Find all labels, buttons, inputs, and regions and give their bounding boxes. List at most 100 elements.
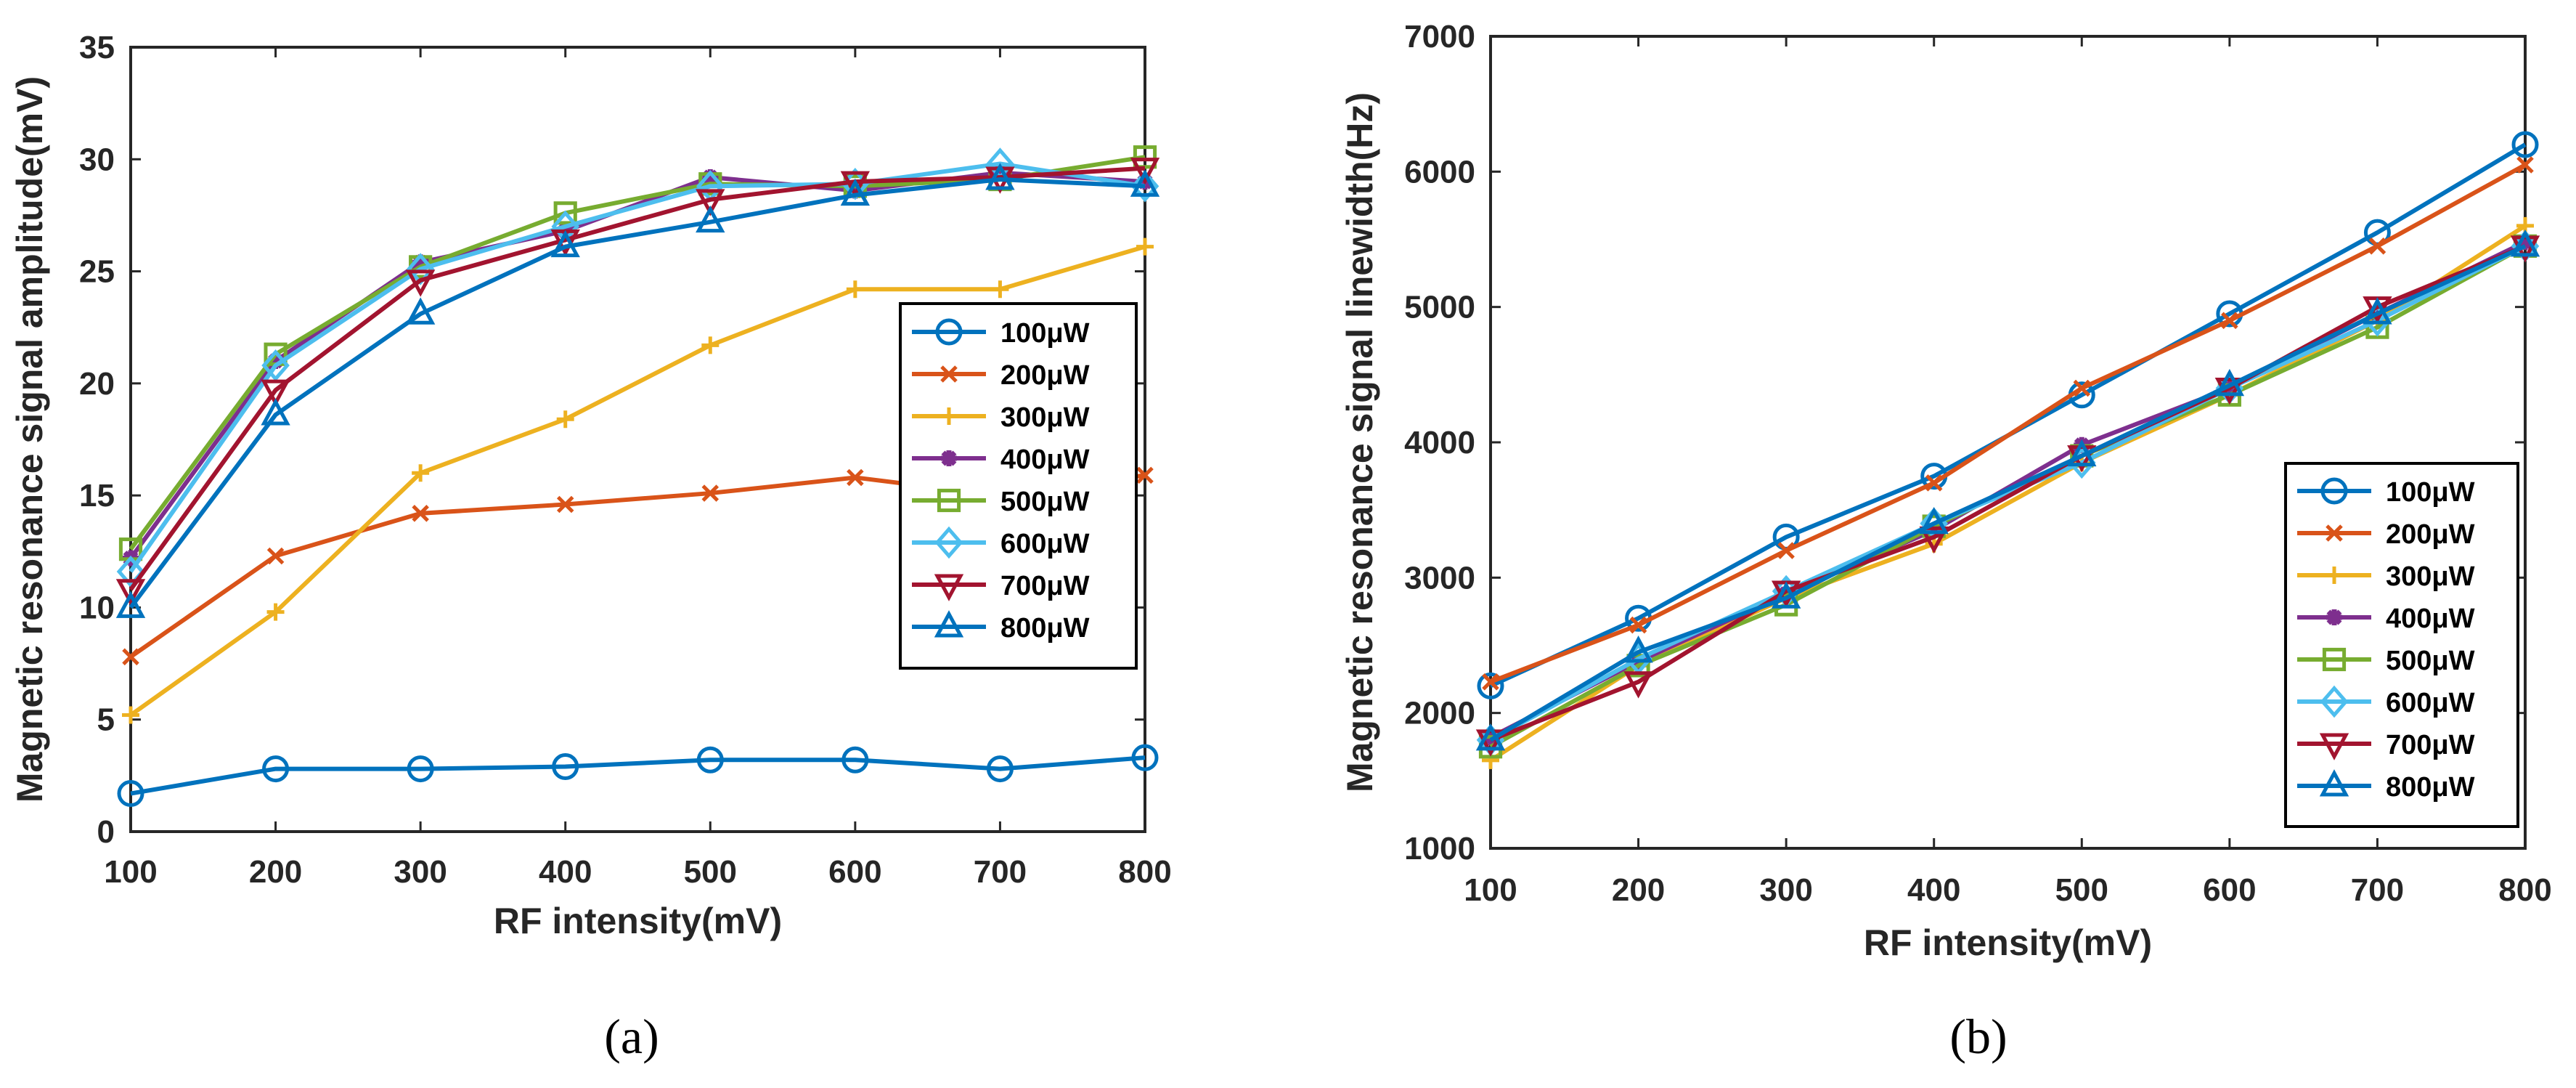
data-point-marker bbox=[115, 579, 146, 606]
legend-marker bbox=[2320, 477, 2348, 505]
data-point-marker bbox=[2510, 229, 2540, 257]
y-axis-label: Magnetic resonance signal linewidth(Hz) bbox=[1340, 92, 1380, 792]
data-point-marker bbox=[1623, 671, 1653, 699]
data-point-marker bbox=[841, 746, 869, 774]
x-tick-label: 100 bbox=[1464, 872, 1517, 908]
data-point-marker bbox=[556, 495, 574, 513]
legend-item: 600μW bbox=[2297, 685, 2475, 718]
data-point-marker bbox=[1477, 672, 1504, 699]
data-point-marker bbox=[847, 468, 864, 487]
y-tick-label: 4000 bbox=[1404, 425, 1475, 460]
data-point-marker bbox=[2067, 439, 2097, 467]
series-line bbox=[130, 755, 1146, 796]
x-tick-label: 100 bbox=[104, 854, 157, 890]
series-200μW bbox=[1482, 156, 2534, 691]
legend-label: 200μW bbox=[1000, 360, 1090, 391]
legend-label: 600μW bbox=[1000, 529, 1090, 559]
legend-marker bbox=[934, 526, 963, 559]
data-point-marker bbox=[261, 349, 290, 382]
x-tick-label: 200 bbox=[1612, 872, 1665, 908]
data-point-marker bbox=[991, 280, 1009, 299]
legend-marker bbox=[2322, 647, 2347, 672]
y-tick-label: 7000 bbox=[1404, 19, 1475, 54]
data-point-marker bbox=[2517, 234, 2533, 251]
legend-box bbox=[2284, 462, 2519, 828]
legend: 100μW 200μW 300μW 400μW 500μW 600μW 700μW 800μW bbox=[899, 302, 1138, 670]
data-point-marker bbox=[1131, 744, 1159, 771]
data-point-marker bbox=[407, 755, 434, 783]
y-tick-label: 0 bbox=[97, 814, 115, 850]
series-line bbox=[1489, 163, 2527, 684]
panel-label: (a) bbox=[604, 1009, 659, 1064]
data-point-marker bbox=[702, 169, 719, 185]
legend-label: 100μW bbox=[1000, 318, 1090, 349]
x-axis-label: RF intensity(mV) bbox=[494, 901, 782, 941]
series-800μW bbox=[115, 163, 1160, 618]
y-tick-label: 35 bbox=[79, 30, 115, 65]
legend-item: 700μW bbox=[2297, 730, 2475, 760]
data-point-marker bbox=[1130, 170, 1159, 203]
data-point-marker bbox=[1623, 635, 1653, 663]
data-point-marker bbox=[1629, 616, 1647, 634]
data-point-marker bbox=[261, 379, 290, 407]
y-tick-label: 5000 bbox=[1404, 290, 1475, 325]
legend-marker bbox=[941, 450, 957, 466]
data-point-marker bbox=[2221, 312, 2238, 330]
data-point-marker bbox=[696, 746, 724, 774]
data-point-marker bbox=[117, 780, 144, 808]
series-line bbox=[129, 161, 1146, 573]
legend-marker bbox=[934, 574, 964, 601]
data-point-marker bbox=[1771, 581, 1801, 609]
data-point-marker bbox=[986, 755, 1014, 783]
legend-item: 800μW bbox=[2297, 769, 2475, 803]
data-point-marker bbox=[696, 205, 725, 233]
legend-item: 100μW bbox=[2297, 477, 2475, 508]
legend-box bbox=[899, 302, 1138, 670]
legend: 100μW 200μW 300μW 400μW 500μW 600μW 700μW 800μW bbox=[2284, 462, 2519, 828]
chart-panel-a: 100 200 300 400 500 600 700 800 0 5 10 15 20 25 30 35 RF… bbox=[9, 30, 1172, 1064]
legend-label: 500μW bbox=[1000, 487, 1090, 517]
series-line bbox=[1489, 244, 2527, 742]
data-point-marker bbox=[553, 201, 577, 225]
data-point-marker bbox=[2368, 238, 2387, 255]
data-point-marker bbox=[2511, 131, 2539, 158]
legend-item: 800μW bbox=[912, 610, 1090, 644]
data-point-marker bbox=[1475, 723, 1506, 751]
data-point-marker bbox=[985, 163, 1015, 190]
data-point-marker bbox=[122, 648, 139, 666]
data-point-marker bbox=[1136, 466, 1154, 484]
legend-marker bbox=[934, 610, 964, 638]
series-line bbox=[1489, 244, 2527, 742]
data-point-marker bbox=[122, 706, 139, 724]
data-point-marker bbox=[262, 755, 290, 783]
data-point-marker bbox=[1777, 542, 1795, 559]
data-point-marker bbox=[115, 590, 146, 618]
series-line bbox=[129, 177, 1146, 609]
legend-item: 300μW bbox=[912, 402, 1090, 433]
legend-label: 800μW bbox=[1000, 613, 1090, 644]
data-point-marker bbox=[1925, 474, 1943, 492]
y-tick-label: 6000 bbox=[1404, 154, 1475, 190]
data-point-marker bbox=[992, 164, 1008, 181]
legend-item: 500μW bbox=[2297, 646, 2475, 676]
x-tick-label: 200 bbox=[249, 854, 302, 890]
x-tick-label: 800 bbox=[2498, 872, 2551, 908]
legend-label: 800μW bbox=[2386, 772, 2475, 803]
legend-item: 200μW bbox=[2297, 519, 2475, 550]
y-tick-label: 2000 bbox=[1404, 696, 1475, 731]
x-axis-label: RF intensity(mV) bbox=[1864, 922, 2152, 963]
legend-marker bbox=[2319, 769, 2349, 797]
legend-marker bbox=[2326, 609, 2342, 625]
data-point-marker bbox=[412, 505, 429, 522]
data-point-marker bbox=[840, 178, 871, 206]
data-point-marker bbox=[116, 555, 145, 588]
y-axis-label: Magnetic resonance signal amplitude(mV) bbox=[9, 76, 50, 803]
data-point-marker bbox=[701, 484, 720, 502]
legend-label: 100μW bbox=[2386, 477, 2475, 508]
legend-marker bbox=[940, 365, 958, 383]
y-tick-label: 25 bbox=[79, 254, 115, 290]
data-point-marker bbox=[701, 336, 720, 354]
data-point-marker bbox=[412, 254, 429, 271]
x-tick-label: 500 bbox=[684, 854, 737, 890]
y-tick-label: 20 bbox=[79, 366, 115, 402]
